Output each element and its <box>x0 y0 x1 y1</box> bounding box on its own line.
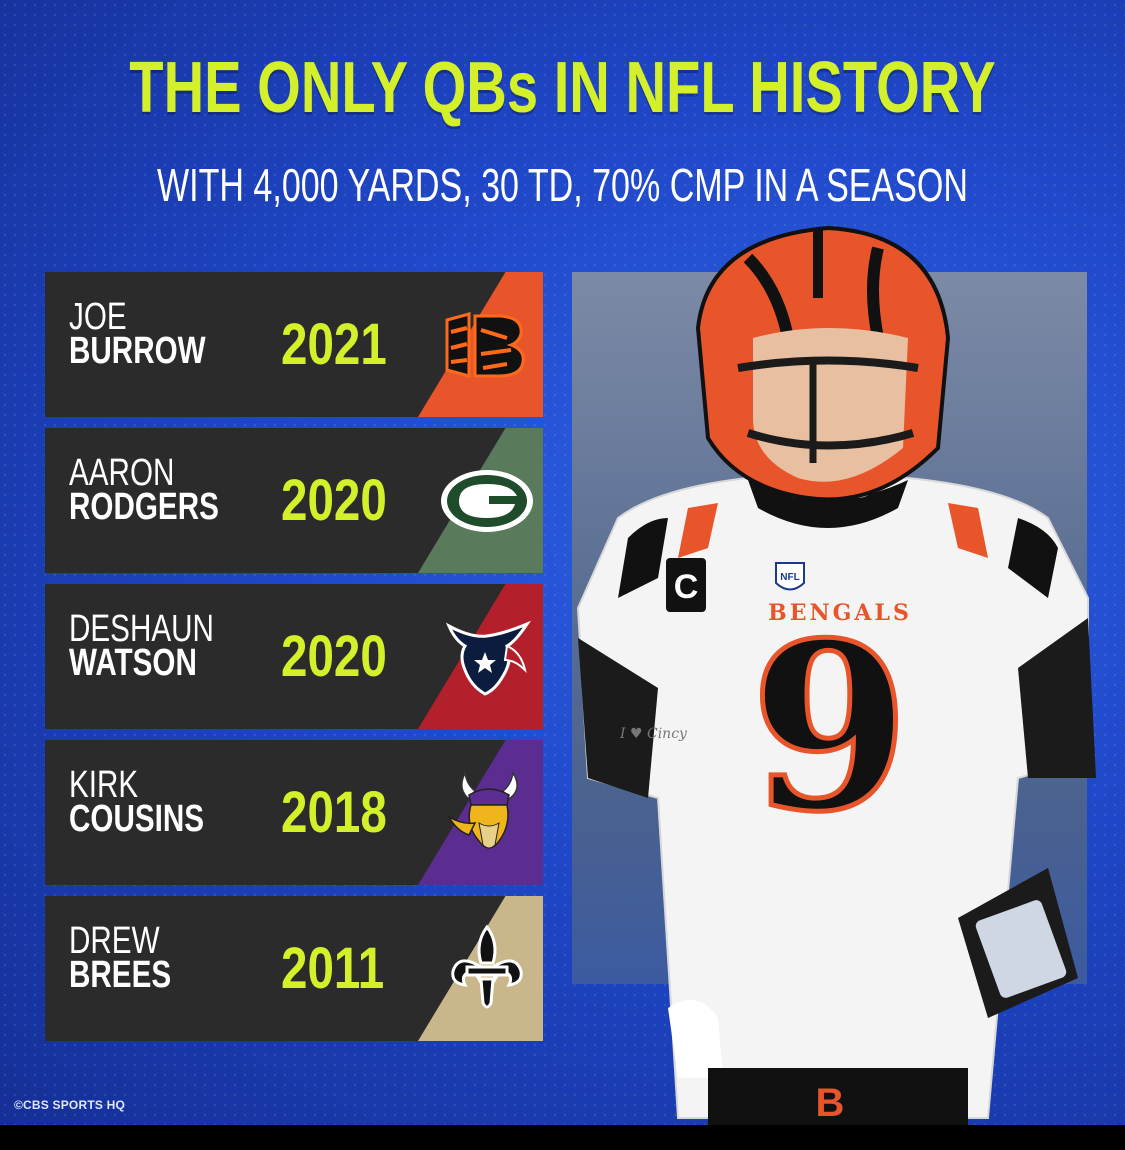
infographic: THE ONLY QBs IN NFL HISTORY WITH 4,000 Y… <box>0 0 1125 1125</box>
qb-name: DESHAUN WATSON <box>69 608 214 684</box>
bengals-logo-icon <box>437 302 537 388</box>
qb-list: JOE BURROW 2021 AA <box>45 272 543 1052</box>
season-year: 2020 <box>281 468 387 533</box>
captain-patch: C <box>674 568 699 606</box>
qb-row-brees: DREW BREES 2011 <box>45 896 543 1041</box>
jersey-number: 9 <box>750 593 910 863</box>
qb-row-rodgers: AARON RODGERS 2020 <box>45 428 543 573</box>
qb-name: AARON RODGERS <box>69 452 219 528</box>
qb-row-watson: DESHAUN WATSON 2020 <box>45 584 543 729</box>
svg-text:B: B <box>816 1081 845 1125</box>
qb-row-burrow: JOE BURROW 2021 <box>45 272 543 417</box>
saints-logo-icon <box>437 924 537 1012</box>
season-year: 2018 <box>281 780 387 845</box>
player-illustration: BENGALS 9 C NFL I ♥ Cincy B <box>576 225 1096 1125</box>
season-year: 2011 <box>281 936 385 1001</box>
season-year: 2021 <box>281 312 387 377</box>
subheadline: WITH 4,000 YARDS, 30 TD, 70% CMP IN A SE… <box>157 159 968 211</box>
texans-logo-icon <box>437 614 537 700</box>
source-credit: ©CBS SPORTS HQ <box>14 1098 125 1112</box>
qb-name: KIRK COUSINS <box>69 764 205 840</box>
qb-row-cousins: KIRK COUSINS 2018 <box>45 740 543 885</box>
season-year: 2020 <box>281 624 387 689</box>
qb-name: DREW BREES <box>69 920 172 996</box>
packers-logo-icon <box>437 458 537 544</box>
sleeve-text: I ♥ Cincy <box>619 726 688 742</box>
qb-name: JOE BURROW <box>69 296 206 372</box>
headline: THE ONLY QBs IN NFL HISTORY <box>129 48 996 128</box>
vikings-logo-icon <box>437 770 537 856</box>
bottom-bar <box>0 1125 1125 1150</box>
jersey-brand: BENGALS <box>768 600 912 626</box>
nfl-patch: NFL <box>780 572 799 583</box>
